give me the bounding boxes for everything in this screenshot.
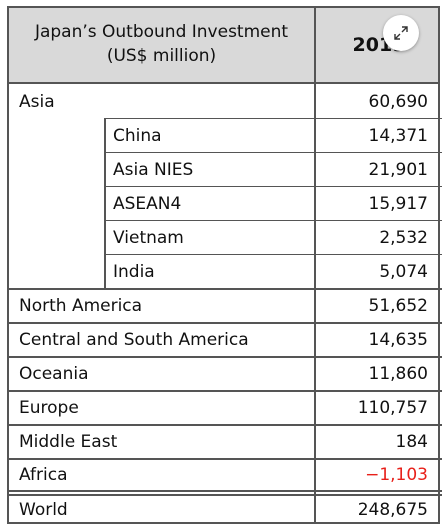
- table-row-central-south-america: Central and South America 14,635: [9, 324, 438, 356]
- table-row-vietnam: Vietnam 2,532: [9, 221, 438, 254]
- row-divider: [9, 490, 442, 492]
- row-value: 5,074: [379, 261, 428, 282]
- table-row-oceania: Oceania 11,860: [9, 358, 438, 390]
- header-title: Japan’s Outbound Investment (US$ million…: [9, 20, 314, 68]
- row-label: Oceania: [19, 364, 89, 384]
- row-value: 51,652: [368, 296, 428, 316]
- total-double-rule: [9, 494, 442, 496]
- row-label: ASEAN4: [113, 193, 182, 214]
- table-row-asia: Asia 60,690: [9, 86, 438, 118]
- table-row-china: China 14,371: [9, 119, 438, 152]
- asia-subgroup-border: [104, 118, 106, 288]
- row-divider: [104, 220, 442, 221]
- row-label: Central and South America: [19, 330, 249, 350]
- row-label: Vietnam: [113, 227, 184, 248]
- column-divider: [314, 8, 316, 522]
- row-label: Asia NIES: [113, 159, 194, 180]
- row-divider: [104, 118, 314, 119]
- row-label: Asia: [19, 92, 55, 112]
- row-label: China: [113, 125, 162, 146]
- row-value: 60,690: [368, 92, 428, 112]
- row-divider: [104, 152, 442, 153]
- total-label: World: [19, 500, 68, 520]
- row-divider: [9, 390, 442, 392]
- row-divider: [9, 288, 442, 290]
- row-label: Africa: [19, 465, 68, 485]
- expand-button[interactable]: [383, 15, 419, 51]
- table-row-world-total: World 248,675: [9, 496, 438, 524]
- table-row-europe: Europe 110,757: [9, 392, 438, 424]
- row-label: India: [113, 261, 155, 282]
- table-row-north-america: North America 51,652: [9, 290, 438, 322]
- row-divider: [104, 254, 442, 255]
- row-divider: [9, 424, 442, 426]
- row-value: 15,917: [368, 193, 428, 214]
- row-value: 21,901: [368, 159, 428, 180]
- row-value: 184: [395, 432, 428, 452]
- row-value: 2,532: [379, 227, 428, 248]
- row-label: Middle East: [19, 432, 118, 452]
- header-title-line2: (US$ million): [106, 46, 217, 66]
- table-row-india: India 5,074: [9, 255, 438, 288]
- investment-table: Japan’s Outbound Investment (US$ million…: [7, 6, 442, 524]
- row-value: 14,371: [368, 125, 428, 146]
- expand-arrows-icon: [394, 26, 408, 40]
- row-value: 110,757: [357, 398, 428, 418]
- row-divider: [9, 458, 442, 460]
- table-row-asia-nies: Asia NIES 21,901: [9, 153, 438, 186]
- row-value-negative: −1,103: [365, 465, 428, 485]
- row-label: Europe: [19, 398, 79, 418]
- row-divider: [104, 186, 442, 187]
- table-header: Japan’s Outbound Investment (US$ million…: [9, 8, 438, 84]
- row-divider: [314, 118, 442, 119]
- table-row-africa: Africa −1,103: [9, 460, 438, 490]
- row-divider: [9, 356, 442, 358]
- header-title-line1: Japan’s Outbound Investment: [34, 22, 289, 42]
- row-label: North America: [19, 296, 143, 316]
- row-value: 11,860: [368, 364, 428, 384]
- table-row-asean4: ASEAN4 15,917: [9, 187, 438, 220]
- table-row-middle-east: Middle East 184: [9, 426, 438, 458]
- total-value: 248,675: [357, 500, 428, 520]
- row-divider: [9, 322, 442, 324]
- row-value: 14,635: [368, 330, 428, 350]
- header-year: 2019: [352, 34, 406, 56]
